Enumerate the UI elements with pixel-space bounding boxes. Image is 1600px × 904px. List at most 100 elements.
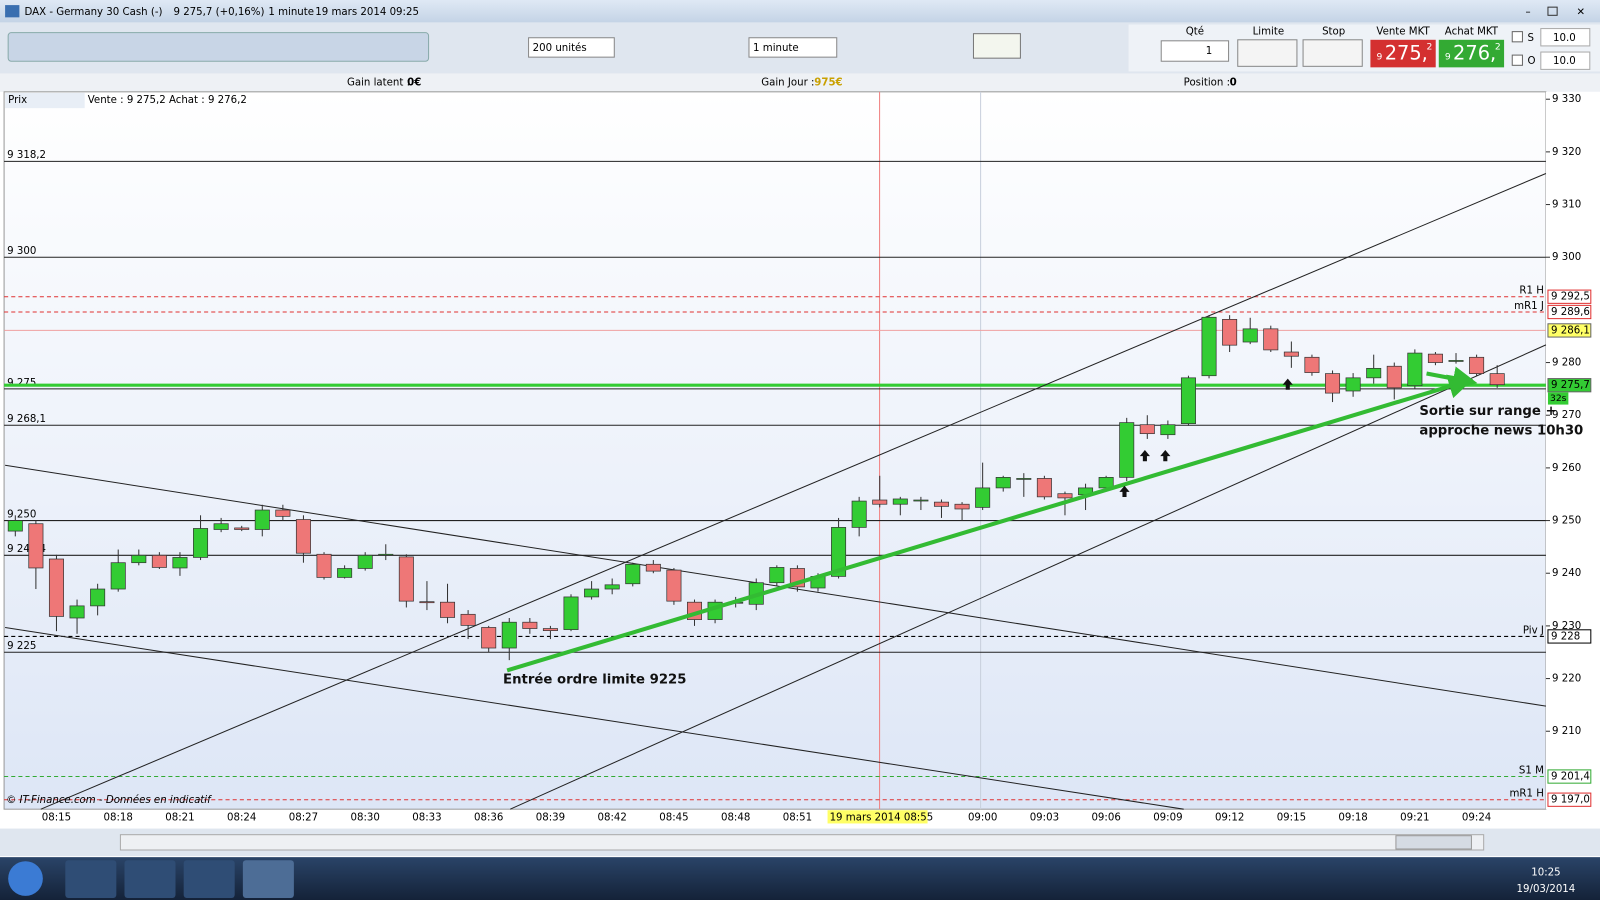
candle-body bbox=[1386, 365, 1402, 389]
sell-small: 9 bbox=[1377, 52, 1383, 63]
candle-body bbox=[172, 557, 188, 569]
limit-buttons[interactable] bbox=[1237, 39, 1298, 67]
interval: 1 minute bbox=[753, 43, 799, 54]
x-tick-label: 09:12 bbox=[1215, 812, 1244, 823]
sell-button[interactable] bbox=[1370, 39, 1436, 68]
units-select[interactable] bbox=[528, 37, 615, 58]
app-icon bbox=[5, 5, 20, 18]
candle-body bbox=[892, 498, 908, 505]
x-tick-label: 08:51 bbox=[783, 812, 812, 823]
candle-body bbox=[584, 588, 600, 598]
trading-app[interactable] bbox=[242, 860, 294, 898]
level-box bbox=[1547, 304, 1592, 320]
x-tick-label: 08:39 bbox=[536, 812, 565, 823]
buy-big: 276, bbox=[1453, 42, 1496, 65]
candle-body bbox=[234, 527, 250, 530]
candle-body bbox=[1283, 351, 1299, 357]
candle-body bbox=[872, 499, 888, 505]
candle-body bbox=[213, 523, 229, 530]
sell-label: Vente MKT bbox=[1376, 27, 1430, 38]
candle-body bbox=[1448, 360, 1464, 362]
firefox[interactable] bbox=[65, 860, 117, 898]
candle-body bbox=[275, 509, 291, 517]
x-tick-label: 09:03 bbox=[1030, 812, 1059, 823]
candle-body bbox=[645, 563, 661, 572]
candle-body bbox=[69, 605, 85, 619]
y-tick-label: 9 330 bbox=[1552, 94, 1581, 105]
s-check[interactable] bbox=[1511, 31, 1523, 43]
level-label: 9 268,1 bbox=[7, 414, 46, 425]
interval-select[interactable] bbox=[748, 37, 838, 58]
buy-label: Achat MKT bbox=[1445, 27, 1499, 38]
level-label: 9 243,4 bbox=[7, 544, 46, 555]
y-tick-label: 9 320 bbox=[1552, 147, 1581, 158]
level-box bbox=[1547, 629, 1592, 644]
s-value: 10.0 bbox=[1553, 33, 1576, 44]
o-input[interactable] bbox=[1540, 51, 1591, 70]
stop-buttons[interactable] bbox=[1302, 39, 1363, 67]
candle-body bbox=[1139, 424, 1155, 435]
candle-body bbox=[666, 569, 682, 602]
gain-jour-label: Gain Jour : bbox=[761, 78, 814, 89]
candle-body bbox=[522, 621, 538, 629]
drawing-tools[interactable] bbox=[7, 32, 430, 62]
candle-body bbox=[933, 501, 949, 507]
candle-body bbox=[90, 588, 106, 607]
limit-label: Limite bbox=[1253, 27, 1285, 38]
level-box bbox=[1547, 792, 1592, 807]
qty-input[interactable] bbox=[1160, 40, 1230, 62]
level-box bbox=[1547, 769, 1592, 784]
s-input[interactable] bbox=[1540, 28, 1591, 47]
candle-body bbox=[337, 568, 353, 578]
candle-body bbox=[440, 601, 456, 618]
candle-body bbox=[398, 556, 414, 602]
o-label: O bbox=[1528, 56, 1536, 67]
candle-body bbox=[501, 621, 517, 649]
candle-body bbox=[604, 584, 620, 590]
y-tick-label: 9 230 bbox=[1552, 621, 1581, 632]
candle-body bbox=[316, 553, 332, 578]
level-name: Piv J bbox=[1523, 625, 1544, 636]
level-value: 9 289,6 bbox=[1551, 307, 1590, 318]
candle-body bbox=[1242, 328, 1258, 343]
y-tick-label: 9 210 bbox=[1552, 726, 1581, 737]
price-axis bbox=[1545, 91, 1600, 810]
scroll-thumb[interactable] bbox=[1395, 835, 1472, 850]
close[interactable]: ✕ bbox=[1577, 7, 1586, 18]
explorer[interactable] bbox=[124, 860, 176, 898]
candle-body bbox=[769, 567, 785, 584]
maximize[interactable] bbox=[1547, 6, 1558, 16]
candle-body bbox=[954, 503, 970, 510]
start-button[interactable] bbox=[8, 861, 43, 896]
candle-body bbox=[419, 601, 435, 604]
candle-body bbox=[254, 509, 270, 530]
sell-big: 275, bbox=[1385, 42, 1428, 65]
countdown-box bbox=[1547, 392, 1569, 405]
chrome[interactable] bbox=[183, 860, 235, 898]
level-name: S1 M bbox=[1519, 765, 1544, 776]
y-tick-label: 9 270 bbox=[1552, 410, 1581, 421]
candle-body bbox=[1469, 356, 1485, 374]
window-datetime: 19 mars 2014 09:25 bbox=[315, 7, 419, 18]
scrollbar[interactable] bbox=[119, 834, 1485, 851]
y-tick-label: 9 250 bbox=[1552, 516, 1581, 527]
x-tick-label: 08:42 bbox=[597, 812, 626, 823]
footer: © IT-Finance.com - Données en indicatif bbox=[6, 794, 212, 806]
status-bar bbox=[0, 73, 1600, 92]
window-quote: 9 275,7 (+0,16%) bbox=[173, 7, 264, 18]
signal-arrows bbox=[1119, 378, 1293, 497]
level-box bbox=[1547, 289, 1592, 304]
x-tick-label: 09:21 bbox=[1400, 812, 1429, 823]
minimize[interactable]: – bbox=[1526, 7, 1531, 18]
y-tick-label: 9 300 bbox=[1552, 252, 1581, 263]
x-tick-label: 09:09 bbox=[1153, 812, 1182, 823]
y-tick-label: 9 220 bbox=[1552, 674, 1581, 685]
x-tick-label: 08:36 bbox=[474, 812, 503, 823]
x-tick-label: 09:15 bbox=[1277, 812, 1306, 823]
indicator-button[interactable] bbox=[972, 33, 1021, 59]
buy-button[interactable] bbox=[1438, 39, 1505, 68]
candle-body bbox=[7, 520, 23, 532]
o-check[interactable] bbox=[1511, 54, 1523, 66]
candle-body bbox=[563, 596, 579, 630]
